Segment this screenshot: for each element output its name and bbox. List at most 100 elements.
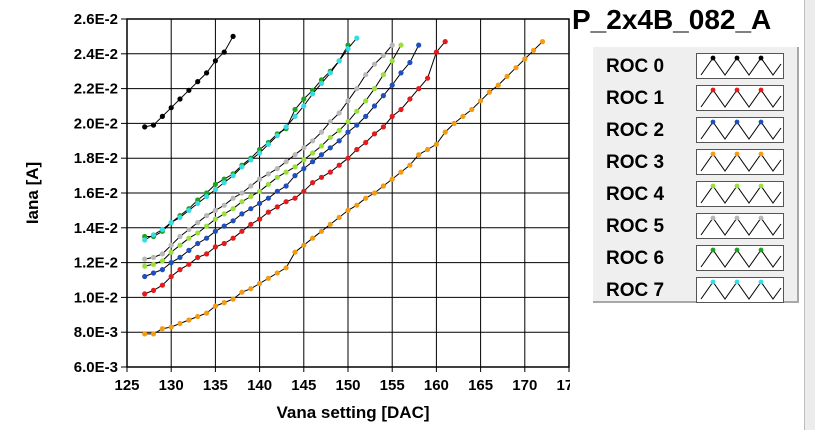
y-tick-label: 1.4E-2 xyxy=(74,220,118,237)
data-point xyxy=(265,171,271,177)
data-point xyxy=(380,52,386,59)
data-point xyxy=(292,106,298,113)
legend-marker xyxy=(734,55,740,61)
data-point xyxy=(327,70,333,76)
data-point xyxy=(283,169,289,175)
data-point xyxy=(248,286,254,292)
data-point xyxy=(363,139,369,146)
data-point xyxy=(177,242,183,248)
data-point xyxy=(354,122,360,128)
data-point xyxy=(142,331,148,337)
y-tick-label: 2.2E-2 xyxy=(74,81,118,98)
axis-ticks: 125 130 135 140 145 150 155 160 165 170 175 6.0E-3 8… xyxy=(74,11,570,394)
data-point xyxy=(310,180,316,186)
data-point xyxy=(354,146,360,153)
data-point xyxy=(159,282,165,288)
x-tick-label: 175 xyxy=(556,377,570,394)
x-tick-label: 150 xyxy=(335,377,360,394)
data-point xyxy=(221,202,227,208)
data-point xyxy=(389,176,395,182)
legend-swatch xyxy=(696,149,784,175)
data-point xyxy=(186,261,192,267)
legend-label: ROC 0 xyxy=(606,56,665,77)
data-point xyxy=(336,138,342,144)
data-point xyxy=(433,49,439,55)
legend-entry: ROC 4 xyxy=(593,180,797,208)
data-point xyxy=(142,237,148,243)
vertical-scrollbar[interactable] xyxy=(804,0,815,430)
data-point xyxy=(345,129,351,135)
data-point xyxy=(292,152,298,158)
legend-marker xyxy=(734,87,740,93)
data-point xyxy=(301,157,307,163)
data-point xyxy=(363,195,369,201)
legend-marker xyxy=(710,119,716,125)
data-point xyxy=(221,240,227,247)
data-point xyxy=(168,242,174,248)
data-point xyxy=(195,79,201,85)
y-tick-label: 2.4E-2 xyxy=(74,46,118,63)
data-point xyxy=(142,263,148,269)
data-point xyxy=(327,145,333,151)
data-point xyxy=(522,56,528,62)
series-1 xyxy=(142,39,448,297)
series-7 xyxy=(142,35,360,243)
data-point xyxy=(486,89,492,95)
legend-marker xyxy=(710,55,716,61)
data-point xyxy=(327,119,333,125)
data-point xyxy=(310,150,316,156)
data-point xyxy=(336,58,342,64)
data-point xyxy=(336,214,342,220)
series-layer xyxy=(142,33,546,337)
data-point xyxy=(186,235,192,241)
data-point xyxy=(159,326,165,332)
data-point xyxy=(150,232,157,238)
data-point xyxy=(177,254,183,260)
data-point xyxy=(221,223,227,229)
data-point xyxy=(336,110,342,116)
y-tick-label: 2.0E-2 xyxy=(74,115,118,132)
data-point xyxy=(407,96,413,102)
data-point xyxy=(150,331,157,337)
data-point xyxy=(283,159,289,165)
legend-label: ROC 3 xyxy=(606,152,665,173)
data-point xyxy=(177,267,183,273)
data-point xyxy=(354,202,360,208)
data-point xyxy=(186,247,192,253)
y-tick-label: 1.2E-2 xyxy=(74,255,118,272)
data-point xyxy=(239,164,245,170)
data-point xyxy=(345,46,351,52)
data-point xyxy=(230,195,236,201)
data-point xyxy=(195,254,201,260)
data-point xyxy=(204,223,210,229)
data-point xyxy=(274,174,280,180)
series-line xyxy=(144,41,543,335)
data-point xyxy=(318,129,325,135)
legend-swatch xyxy=(696,53,784,79)
data-point xyxy=(407,59,413,66)
legend-marker xyxy=(758,55,764,61)
legend-entry: ROC 1 xyxy=(593,84,797,112)
data-point xyxy=(327,221,333,227)
legend-swatch-graphic xyxy=(700,55,782,76)
data-point xyxy=(257,150,263,156)
data-point xyxy=(318,228,325,234)
data-point xyxy=(310,138,316,144)
data-point xyxy=(433,141,439,147)
data-point xyxy=(274,133,280,139)
data-point xyxy=(230,296,236,302)
data-point xyxy=(292,164,298,170)
data-point xyxy=(274,270,280,276)
data-point xyxy=(301,242,307,248)
data-point xyxy=(248,183,254,189)
legend-line xyxy=(700,153,782,172)
data-point xyxy=(177,320,183,327)
data-point xyxy=(212,244,218,250)
data-point xyxy=(239,289,245,295)
data-point xyxy=(371,131,378,137)
data-point xyxy=(239,228,245,234)
legend-marker xyxy=(734,215,740,221)
chart-plot: 125 130 135 140 145 150 155 160 165 170 175 6.0E-3 8… xyxy=(23,11,570,422)
data-point xyxy=(478,98,484,104)
data-point xyxy=(389,42,395,48)
